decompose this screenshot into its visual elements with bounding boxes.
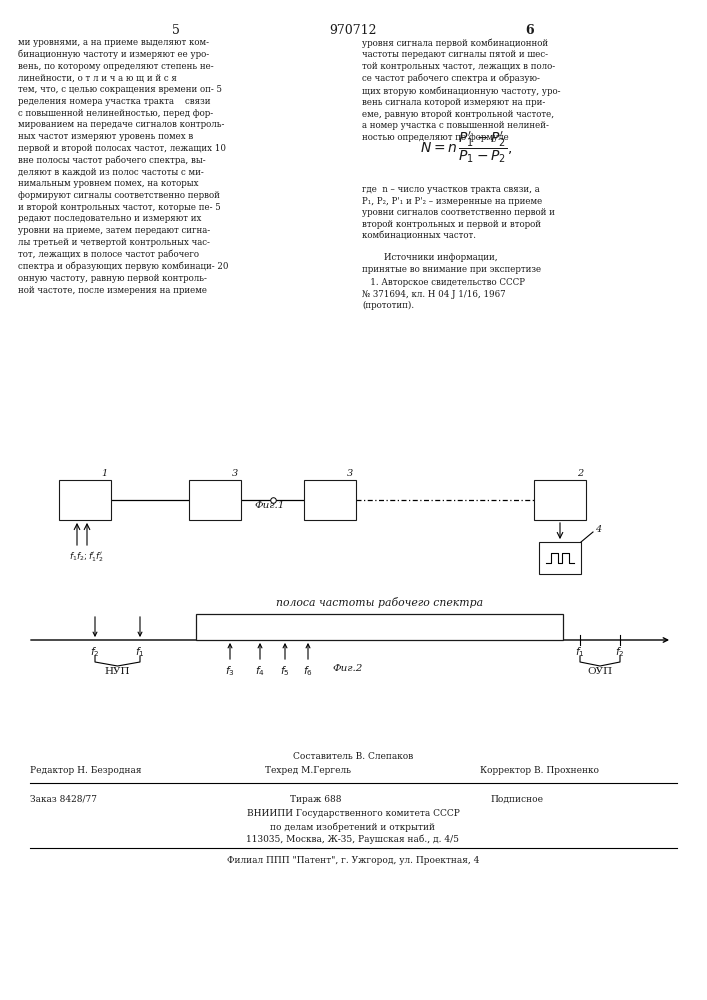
Text: 3: 3 (346, 469, 353, 478)
Text: Филиал ППП "Патент", г. Ужгород, ул. Проектная, 4: Филиал ППП "Патент", г. Ужгород, ул. Про… (227, 856, 479, 865)
Text: Техред М.Гергель: Техред М.Гергель (265, 766, 351, 775)
Text: $f_6$: $f_6$ (303, 664, 313, 678)
Text: по делам изобретений и открытий: по делам изобретений и открытий (271, 822, 436, 832)
Text: Подписное: Подписное (490, 795, 543, 804)
Text: $N = n\,\dfrac{P_1^\prime - P_2^\prime}{P_1 - P_2},$: $N = n\,\dfrac{P_1^\prime - P_2^\prime}{… (420, 129, 512, 165)
Text: $f_1$: $f_1$ (575, 645, 585, 659)
Text: уровня сигнала первой комбинационной
частоты передают сигналы пятой и шес-
той к: уровня сигнала первой комбинационной час… (362, 38, 561, 142)
Text: $f_4$: $f_4$ (255, 664, 265, 678)
Text: 3: 3 (232, 469, 238, 478)
Text: 6: 6 (526, 24, 534, 37)
Bar (189, 480, 241, 520)
Bar (534, 480, 586, 520)
Text: ОУП: ОУП (588, 667, 612, 676)
Text: Фиг.1: Фиг.1 (255, 500, 285, 510)
Text: $f_5$: $f_5$ (280, 664, 290, 678)
Text: Составитель В. Слепаков: Составитель В. Слепаков (293, 752, 413, 761)
Text: 4: 4 (595, 525, 601, 534)
Text: ми уровнями, а на приеме выделяют ком-
бинационную частоту и измеряют ее уро-
ве: ми уровнями, а на приеме выделяют ком- б… (18, 38, 228, 295)
Bar (304, 480, 356, 520)
Text: $f_2$: $f_2$ (615, 645, 625, 659)
Text: $f_1 f_2; f_1^\prime f_2^\prime$: $f_1 f_2; f_1^\prime f_2^\prime$ (69, 551, 104, 564)
Bar (196, 614, 563, 640)
Text: Редактор Н. Безродная: Редактор Н. Безродная (30, 766, 141, 775)
Text: полоса частоты рабочего спектра: полоса частоты рабочего спектра (276, 597, 483, 608)
Text: $f_1$: $f_1$ (135, 645, 145, 659)
Text: 1: 1 (102, 469, 108, 478)
Text: 5: 5 (172, 24, 180, 37)
Text: Тираж 688: Тираж 688 (290, 795, 341, 804)
Text: 113035, Москва, Ж-35, Раушская наб., д. 4/5: 113035, Москва, Ж-35, Раушская наб., д. … (247, 835, 460, 844)
Text: 2: 2 (577, 469, 583, 478)
Bar (59, 480, 111, 520)
Text: 1. Авторское свидетельство СССР
№ 371694, кл. Н 04 J 1/16, 1967
(прототип).: 1. Авторское свидетельство СССР № 371694… (362, 278, 525, 310)
Text: Фиг.2: Фиг.2 (332, 664, 363, 673)
Text: 970712: 970712 (329, 24, 377, 37)
Text: $f_3$: $f_3$ (225, 664, 235, 678)
Text: Источники информации,
принятые во внимание при экспертизе: Источники информации, принятые во вниман… (362, 253, 541, 274)
Text: Заказ 8428/77: Заказ 8428/77 (30, 795, 97, 804)
Text: Корректор В. Прохненко: Корректор В. Прохненко (480, 766, 599, 775)
Text: ВНИИПИ Государственного комитета СССР: ВНИИПИ Государственного комитета СССР (247, 809, 460, 818)
Text: НУП: НУП (105, 667, 130, 676)
Bar (539, 542, 581, 574)
Text: $f_2$: $f_2$ (90, 645, 100, 659)
Text: где  n – число участков тракта связи, а
P₁, P₂, P'₁ и P'₂ – измеренные на приеме: где n – число участков тракта связи, а P… (362, 185, 555, 241)
